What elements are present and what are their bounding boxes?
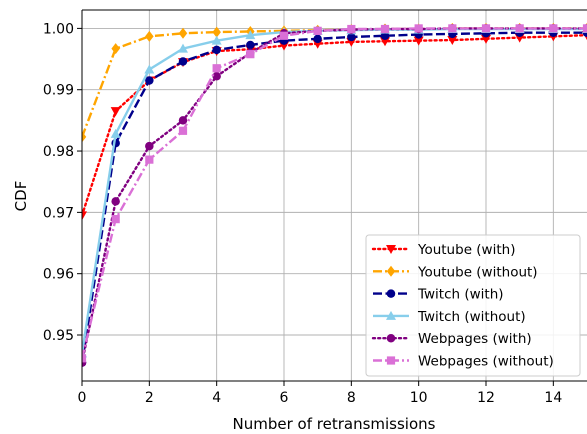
data-point <box>111 43 120 55</box>
x-tick-label: 14 <box>544 390 562 406</box>
data-point <box>380 37 390 47</box>
ticks: 0 2 4 6 8 10 12 14 0.95 0.96 0.97 0.98 0.99 1.00 <box>43 21 562 406</box>
data-point <box>110 128 121 138</box>
y-tick-label: 0.99 <box>43 83 74 99</box>
legend-marker <box>386 289 396 298</box>
data-point <box>313 34 322 44</box>
legend-label: Youtube (with) <box>417 242 515 258</box>
data-point <box>380 24 390 34</box>
data-point <box>246 40 255 50</box>
series-line <box>82 31 587 363</box>
data-point <box>212 64 221 73</box>
data-point <box>178 43 188 53</box>
data-point <box>448 24 457 33</box>
y-tick-label: 0.98 <box>43 144 74 160</box>
legend-item: Youtube (without) <box>373 264 538 280</box>
data-point <box>245 30 256 40</box>
data-point <box>549 24 558 33</box>
y-tick-label: 0.97 <box>43 205 74 221</box>
y-tick-label: 0.96 <box>43 267 74 283</box>
legend-item: Webpages (with) <box>371 331 532 347</box>
data-point <box>144 64 155 74</box>
data-point <box>212 26 221 38</box>
data-point <box>178 126 188 135</box>
data-point <box>313 26 322 35</box>
x-tick-label: 10 <box>410 390 428 406</box>
data-point <box>82 354 87 363</box>
x-tick-label: 2 <box>145 390 154 406</box>
data-point <box>145 76 154 85</box>
data-point <box>111 215 120 224</box>
legend-marker <box>386 245 396 254</box>
legend-label: Webpages (without) <box>418 354 554 370</box>
legend-item: Webpages (without) <box>373 354 554 370</box>
data-point <box>145 141 154 151</box>
legend-item: Youtube (with) <box>371 242 515 258</box>
data-point <box>82 211 87 221</box>
data-point <box>582 24 587 33</box>
legend-marker <box>386 356 396 365</box>
x-tick-label: 8 <box>347 390 356 406</box>
x-tick-label: 6 <box>280 390 289 406</box>
data-point <box>82 131 87 143</box>
legend-marker <box>386 333 396 343</box>
data-point <box>178 27 188 39</box>
axes <box>81 9 587 382</box>
x-tick-label: 12 <box>477 390 495 406</box>
series-webpages-without <box>82 24 587 363</box>
data-point <box>145 155 154 164</box>
legend-label: Youtube (without) <box>417 264 538 280</box>
data-point <box>347 24 356 34</box>
series-layer <box>82 22 587 367</box>
series-line <box>82 27 587 364</box>
data-point <box>111 197 120 206</box>
data-point <box>414 24 423 33</box>
y-tick-label: 0.95 <box>43 328 74 344</box>
data-point <box>145 30 154 42</box>
x-tick-label: 4 <box>212 390 221 406</box>
legend: Youtube (with) Youtube (without) Twitch (w… <box>365 234 581 377</box>
data-point <box>279 31 289 40</box>
legend-marker <box>386 265 396 277</box>
data-point <box>380 31 390 41</box>
legend-label: Twitch (without) <box>417 309 526 325</box>
data-point <box>212 71 221 81</box>
data-point <box>211 35 222 45</box>
x-tick-label: 0 <box>78 390 87 406</box>
data-point <box>447 36 458 46</box>
series-line <box>82 33 587 217</box>
series-line <box>82 27 587 359</box>
data-point <box>515 24 524 33</box>
data-point <box>178 116 188 125</box>
data-point <box>347 32 356 42</box>
data-point <box>212 45 221 55</box>
data-point <box>110 107 121 117</box>
data-point <box>246 50 255 59</box>
legend-label: Twitch (with) <box>417 287 504 303</box>
x-axis-label: Number of retransmissions <box>233 415 436 433</box>
data-point <box>481 24 491 33</box>
data-point <box>413 36 424 46</box>
legend-marker <box>386 310 396 320</box>
legend-box <box>365 234 581 377</box>
legend-label: Webpages (with) <box>418 331 532 347</box>
legend-item: Twitch (with) <box>373 287 504 303</box>
y-axis-label: CDF <box>12 181 30 212</box>
y-tick-label: 1.00 <box>43 21 74 37</box>
legend-item: Twitch (without) <box>373 309 526 325</box>
data-point <box>178 57 188 66</box>
data-point <box>481 34 491 44</box>
